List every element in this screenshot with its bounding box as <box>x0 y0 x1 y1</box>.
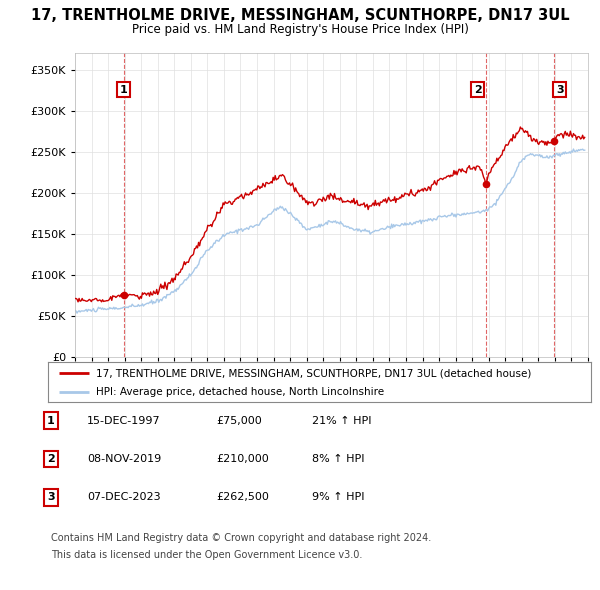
Text: This data is licensed under the Open Government Licence v3.0.: This data is licensed under the Open Gov… <box>51 550 362 559</box>
Text: 9% ↑ HPI: 9% ↑ HPI <box>312 493 365 502</box>
Text: 1: 1 <box>47 416 55 425</box>
Text: £262,500: £262,500 <box>216 493 269 502</box>
Text: 8% ↑ HPI: 8% ↑ HPI <box>312 454 365 464</box>
Text: HPI: Average price, detached house, North Lincolnshire: HPI: Average price, detached house, Nort… <box>96 388 384 397</box>
Text: £210,000: £210,000 <box>216 454 269 464</box>
Text: Contains HM Land Registry data © Crown copyright and database right 2024.: Contains HM Land Registry data © Crown c… <box>51 533 431 543</box>
Text: 3: 3 <box>47 493 55 502</box>
Text: 1: 1 <box>119 84 127 94</box>
Text: 3: 3 <box>556 84 563 94</box>
Text: 17, TRENTHOLME DRIVE, MESSINGHAM, SCUNTHORPE, DN17 3UL: 17, TRENTHOLME DRIVE, MESSINGHAM, SCUNTH… <box>31 8 569 23</box>
Text: 2: 2 <box>474 84 482 94</box>
Text: 08-NOV-2019: 08-NOV-2019 <box>87 454 161 464</box>
Text: 2: 2 <box>47 454 55 464</box>
Text: 15-DEC-1997: 15-DEC-1997 <box>87 416 161 425</box>
Text: Price paid vs. HM Land Registry's House Price Index (HPI): Price paid vs. HM Land Registry's House … <box>131 23 469 36</box>
Text: £75,000: £75,000 <box>216 416 262 425</box>
Text: 07-DEC-2023: 07-DEC-2023 <box>87 493 161 502</box>
Text: 21% ↑ HPI: 21% ↑ HPI <box>312 416 371 425</box>
Text: 17, TRENTHOLME DRIVE, MESSINGHAM, SCUNTHORPE, DN17 3UL (detached house): 17, TRENTHOLME DRIVE, MESSINGHAM, SCUNTH… <box>96 368 531 378</box>
